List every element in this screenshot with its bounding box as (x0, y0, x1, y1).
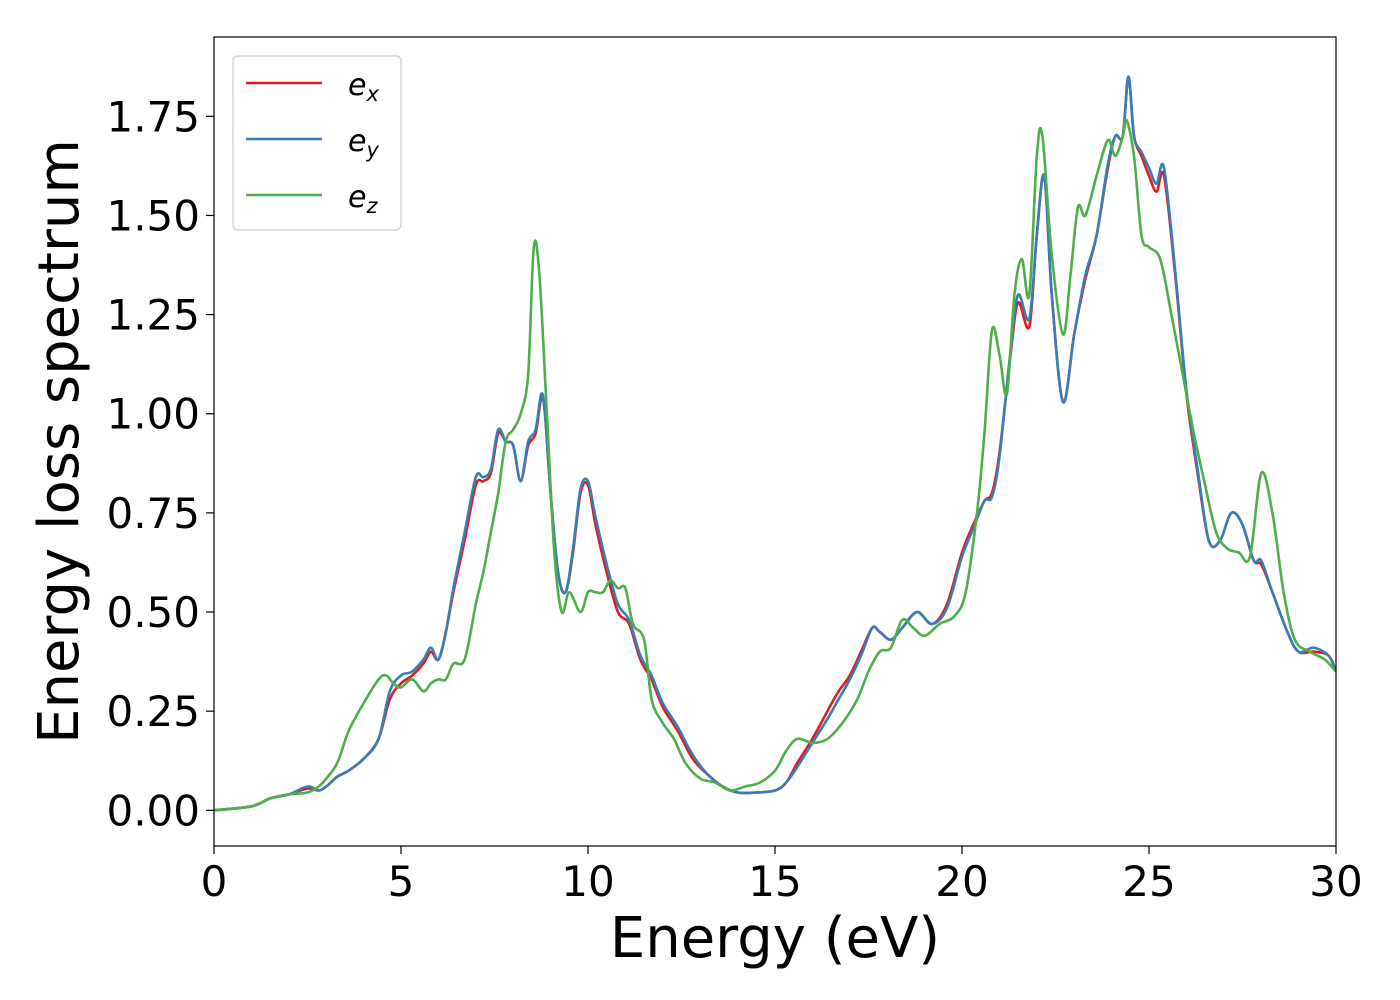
y-tick-label: 0.75 (106, 489, 200, 538)
legend-label-y: ey (348, 124, 379, 162)
series-line-y (214, 75, 1336, 812)
legend-label-z: ez (348, 180, 378, 218)
legend-label-x: ex (348, 68, 379, 106)
series-line-z (214, 118, 1336, 812)
y-tick-label: 0.25 (106, 687, 200, 736)
legend-box (232, 55, 402, 231)
y-tick-label: 1.00 (106, 390, 200, 439)
y-tick-label: 1.25 (106, 291, 200, 340)
legend: ex ey ez (232, 55, 402, 231)
x-axis: 0 5 10 15 20 25 30 (201, 846, 1363, 906)
x-tick-label: 0 (201, 857, 228, 906)
x-tick-label: 30 (1309, 857, 1362, 906)
x-tick-label: 25 (1122, 857, 1175, 906)
y-tick-label: 0.00 (106, 786, 200, 835)
y-tick-label: 0.50 (106, 588, 200, 637)
y-tick-label: 1.50 (106, 191, 200, 240)
x-tick-label: 15 (748, 857, 801, 906)
y-axis-title: Energy loss spectrum (27, 139, 92, 744)
x-tick-label: 10 (561, 857, 614, 906)
x-tick-label: 20 (935, 857, 988, 906)
x-tick-label: 5 (388, 857, 415, 906)
x-axis-title: Energy (eV) (610, 906, 940, 971)
series-layer (214, 75, 1336, 812)
y-tick-label: 1.75 (106, 92, 200, 141)
y-axis: 0.00 0.25 0.50 0.75 1.00 1.25 1.50 1.75 (106, 92, 214, 835)
